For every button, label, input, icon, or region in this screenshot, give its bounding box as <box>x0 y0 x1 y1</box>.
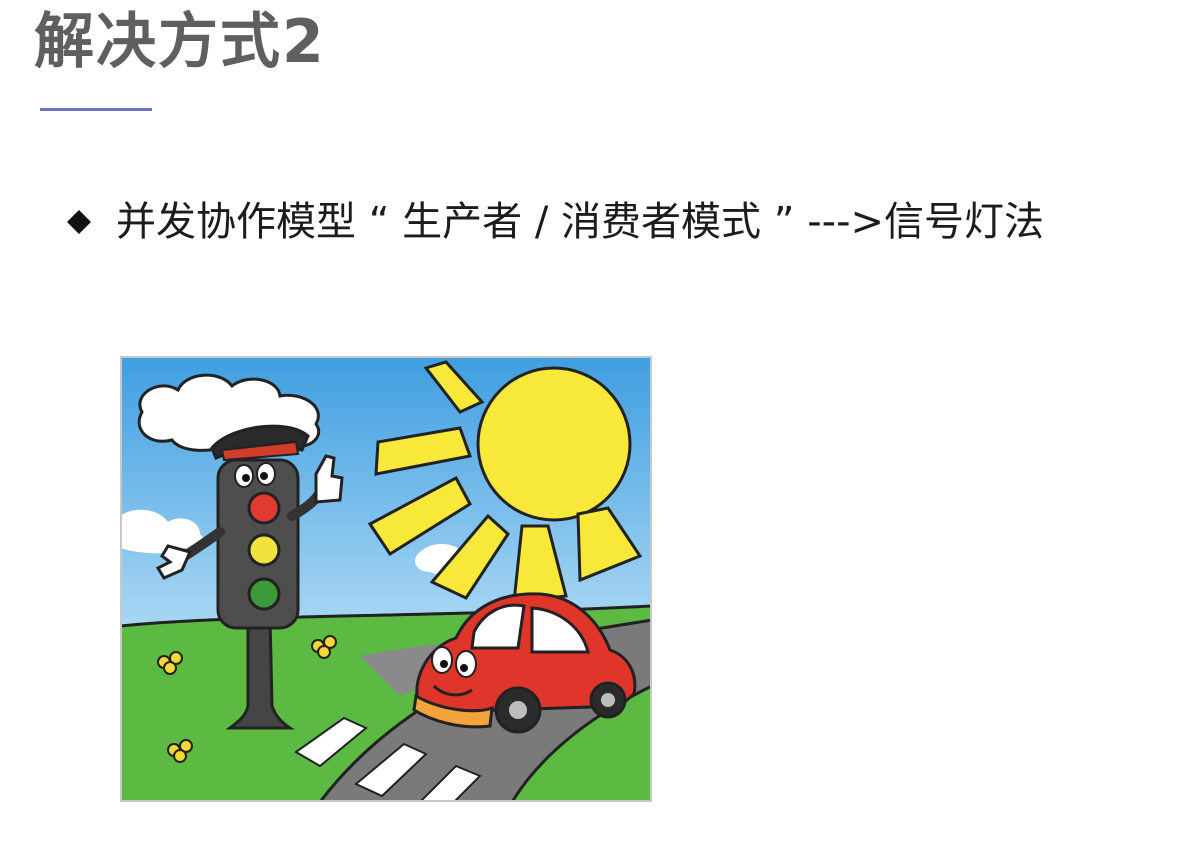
bullet-item: 并发协作模型 “ 生产者 / 消费者模式 ” --->信号灯法 <box>64 190 1044 254</box>
title-underline <box>40 108 152 111</box>
sun-icon <box>367 360 643 604</box>
bullet-text: 并发协作模型 “ 生产者 / 消费者模式 ” --->信号灯法 <box>116 199 1045 245</box>
flower-icon <box>157 635 337 763</box>
diamond-bullet-icon <box>64 207 94 237</box>
slide-title: 解决方式2 <box>34 7 326 77</box>
traffic-light-character-icon <box>155 424 344 730</box>
red-car-icon <box>412 592 637 734</box>
zebra-crossing-icon <box>294 716 482 802</box>
traffic-light-illustration <box>120 356 652 802</box>
